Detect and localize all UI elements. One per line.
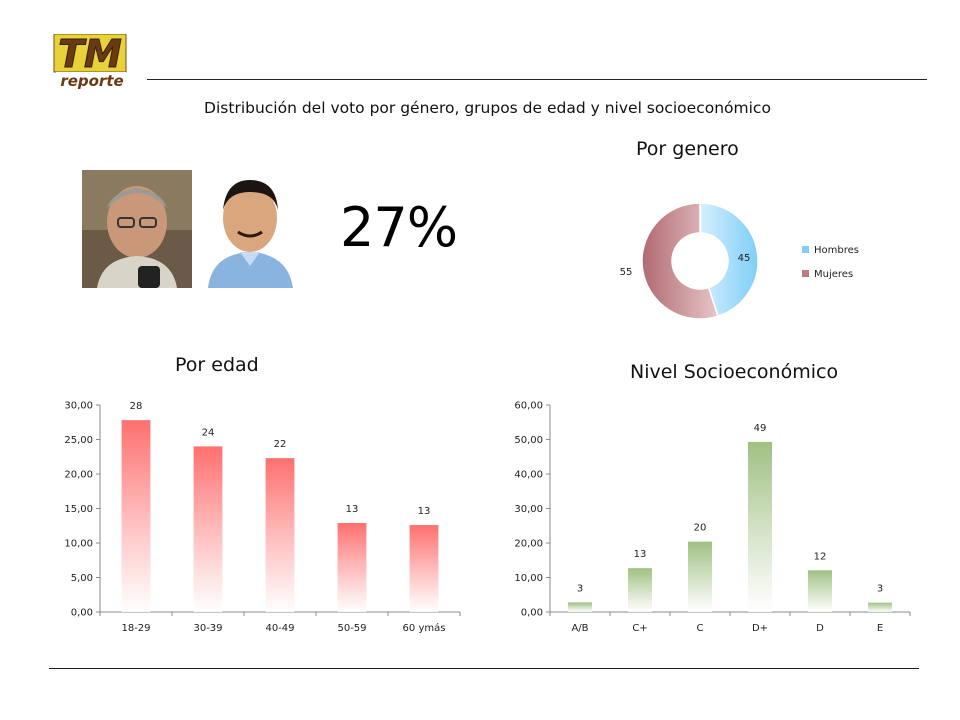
top-divider [147, 79, 927, 80]
x-tick-label: 50-59 [337, 623, 366, 634]
vote-percentage: 27% [340, 196, 458, 259]
candidate-photo-1 [82, 170, 192, 288]
y-tick-label: 30,00 [64, 401, 93, 412]
page-subtitle: Distribución del voto por género, grupos… [204, 99, 771, 117]
bar-30-39 [193, 446, 223, 612]
bar-60 ymás [409, 525, 439, 612]
bottom-divider [49, 668, 919, 669]
bar-C+ [628, 568, 652, 612]
legend-label-hombres: Hombres [814, 245, 859, 256]
bar-A/B [568, 602, 592, 612]
data-label: 13 [418, 506, 431, 517]
y-tick-label: 0,00 [521, 608, 543, 619]
tm-reporte-logo: TM reporte [52, 32, 130, 90]
y-tick-label: 15,00 [64, 504, 93, 515]
bar-18-29 [121, 420, 151, 612]
data-label: 13 [634, 549, 647, 560]
data-label: 3 [577, 583, 583, 594]
donut-slice-mujeres [641, 202, 719, 320]
x-tick-label: 60 ymás [403, 622, 446, 634]
data-label: 12 [814, 551, 827, 562]
data-label: 22 [274, 439, 287, 450]
y-tick-label: 30,00 [514, 504, 543, 515]
x-tick-label: D [816, 623, 824, 634]
legend-label-mujeres: Mujeres [814, 269, 853, 280]
gender-chart-title: Por genero [636, 138, 739, 160]
data-label: 24 [202, 427, 215, 438]
x-tick-label: 18-29 [121, 623, 150, 634]
bar-C [688, 541, 712, 612]
bar-D+ [748, 441, 772, 612]
x-tick-label: A/B [571, 623, 588, 634]
ses-chart-title: Nivel Socioeconómico [630, 361, 839, 383]
candidate-photo-2 [202, 170, 299, 288]
bar-50-59 [337, 522, 367, 612]
y-tick-label: 60,00 [514, 401, 543, 412]
x-tick-label: C+ [632, 623, 647, 634]
svg-text:reporte: reporte [60, 72, 123, 90]
donut-slice-hombres [699, 202, 759, 318]
bar-E [868, 602, 892, 612]
x-tick-label: C [697, 623, 704, 634]
y-tick-label: 0,00 [71, 608, 93, 619]
data-label: 49 [754, 423, 767, 434]
bar-D [808, 570, 832, 612]
gender-donut-chart: 45 55 Hombres Mujeres [620, 202, 859, 320]
age-chart-title: Por edad [175, 354, 259, 376]
x-tick-label: 30-39 [193, 623, 222, 634]
age-bar-chart: 0,00 5,00 10,00 15,00 20,00 25,00 30,00 28 18-29… [64, 401, 461, 634]
y-tick-label: 20,00 [64, 470, 93, 481]
y-tick-label: 40,00 [514, 470, 543, 481]
donut-label-mujeres: 55 [620, 267, 633, 278]
legend-swatch-hombres [802, 246, 809, 253]
y-tick-label: 50,00 [514, 435, 543, 446]
y-tick-label: 20,00 [514, 539, 543, 550]
donut-label-hombres: 45 [738, 253, 751, 264]
data-label: 28 [130, 401, 143, 412]
x-tick-label: D+ [752, 623, 768, 634]
x-tick-label: E [877, 623, 883, 634]
y-tick-label: 25,00 [64, 435, 93, 446]
y-tick-label: 10,00 [514, 573, 543, 584]
data-label: 3 [877, 584, 883, 595]
data-label: 13 [346, 504, 359, 515]
data-label: 20 [694, 523, 707, 534]
svg-text:TM: TM [58, 34, 122, 76]
legend-swatch-mujeres [802, 270, 809, 277]
y-tick-label: 5,00 [71, 573, 93, 584]
bar-40-49 [265, 458, 295, 612]
ses-bar-chart: 0,00 10,00 20,00 30,00 40,00 50,00 60,00 3 A/B 13… [514, 401, 911, 634]
x-tick-label: 40-49 [265, 623, 294, 634]
y-tick-label: 10,00 [64, 539, 93, 550]
